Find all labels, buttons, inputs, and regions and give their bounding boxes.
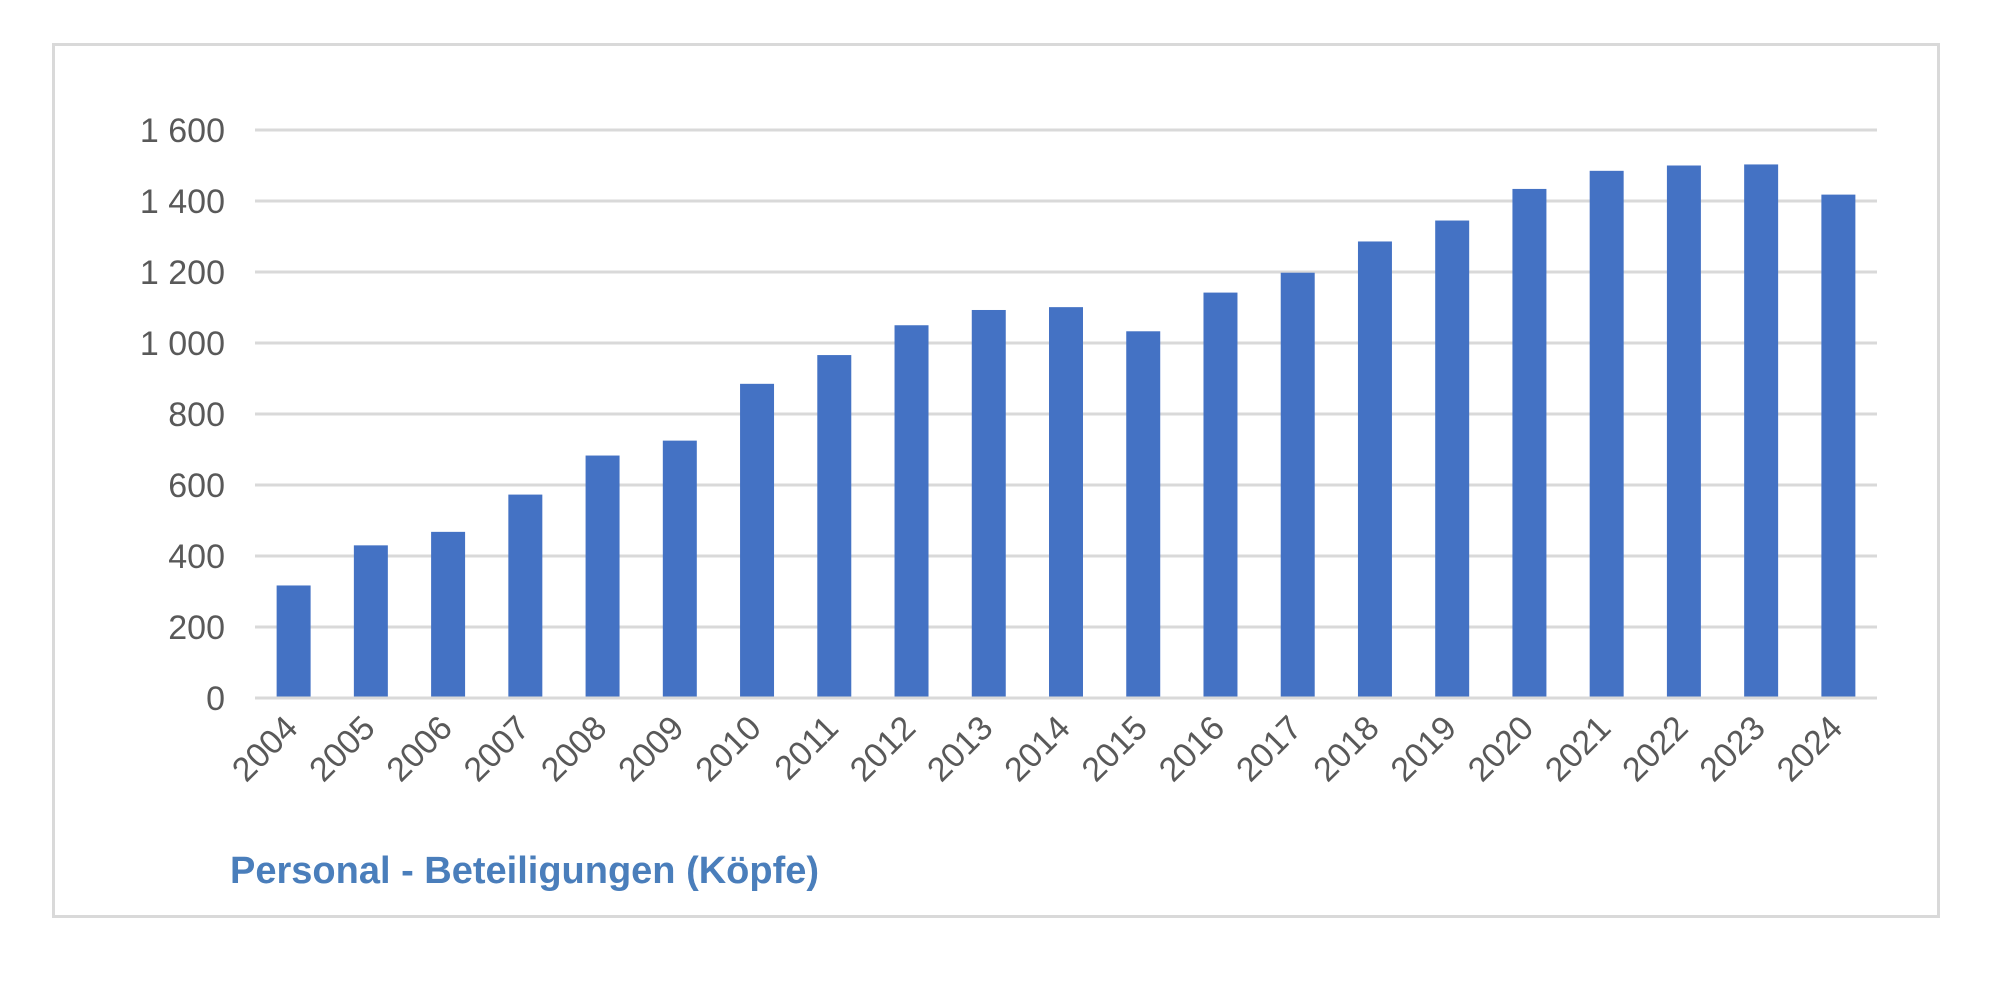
x-tick-label: 2011: [767, 709, 846, 788]
bar-2014: [1049, 307, 1083, 698]
x-tick-label: 2019: [1383, 709, 1463, 789]
x-tick-label: 2020: [1461, 709, 1541, 789]
x-tick-label: 2004: [225, 709, 305, 789]
bar-2019: [1435, 220, 1470, 698]
x-tick-label: 2016: [1152, 709, 1232, 789]
bar-2023: [1744, 164, 1779, 698]
x-tick-label: 2022: [1615, 709, 1695, 789]
bar-2006: [431, 531, 466, 698]
x-tick-label: 2015: [1075, 709, 1155, 789]
x-tick-label: 2014: [997, 709, 1077, 789]
bar-2020: [1512, 188, 1547, 698]
bar-2016: [1203, 292, 1238, 698]
bar-2008: [585, 455, 620, 698]
x-tick-label: 2007: [457, 709, 537, 789]
y-tick-label: 1 200: [140, 254, 225, 292]
y-tick-label: 600: [168, 467, 225, 505]
bar-2015: [1126, 331, 1161, 698]
y-tick-label: 0: [206, 680, 225, 718]
x-tick-label: 2017: [1229, 709, 1309, 789]
bar-2005: [353, 545, 388, 698]
y-tick-label: 800: [168, 396, 225, 434]
x-tick-label: 2024: [1770, 709, 1850, 789]
x-tick-label: 2018: [1306, 709, 1386, 789]
chart-title: Personal - Beteiligungen (Köpfe): [230, 850, 819, 892]
bar-2024: [1821, 194, 1856, 699]
x-tick-label: 2005: [302, 709, 382, 789]
bar-2017: [1280, 272, 1315, 698]
bar-2007: [508, 494, 543, 698]
x-tick-label: 2006: [379, 709, 459, 789]
bars: [276, 164, 1856, 699]
x-tick-label: 2021: [1538, 709, 1618, 789]
x-axis-tick-labels: 2004200520062007200820092010201120122013…: [225, 709, 1850, 789]
bar-2010: [740, 383, 775, 698]
bar-2012: [894, 325, 929, 698]
x-tick-label: 2010: [688, 709, 768, 789]
bar-2004: [276, 585, 311, 698]
chart-frame: 0 200 400 600 800 1 000 1 200 1 400 1 600 2004 20…: [52, 43, 1940, 918]
bar-2021: [1589, 170, 1624, 698]
y-tick-label: 200: [168, 609, 225, 647]
x-tick-label: 2023: [1692, 709, 1772, 789]
x-tick-label: 2009: [611, 709, 691, 789]
bar-2018: [1357, 241, 1392, 698]
x-tick-label: 2008: [534, 709, 614, 789]
y-tick-label: 400: [168, 538, 225, 576]
y-tick-label: 1 400: [140, 183, 225, 221]
y-tick-label: 1 600: [140, 112, 225, 150]
x-tick-label: 2012: [843, 709, 923, 789]
x-tick-label: 2013: [920, 709, 1000, 789]
y-axis-tick-labels: 0 200 400 600 800 1 000 1 200 1 400 1 600: [140, 112, 225, 718]
bar-2011: [817, 355, 852, 698]
bar-2013: [971, 309, 1006, 698]
y-tick-label: 1 000: [140, 325, 225, 363]
bar-2022: [1666, 165, 1701, 698]
bar-2009: [662, 440, 697, 698]
